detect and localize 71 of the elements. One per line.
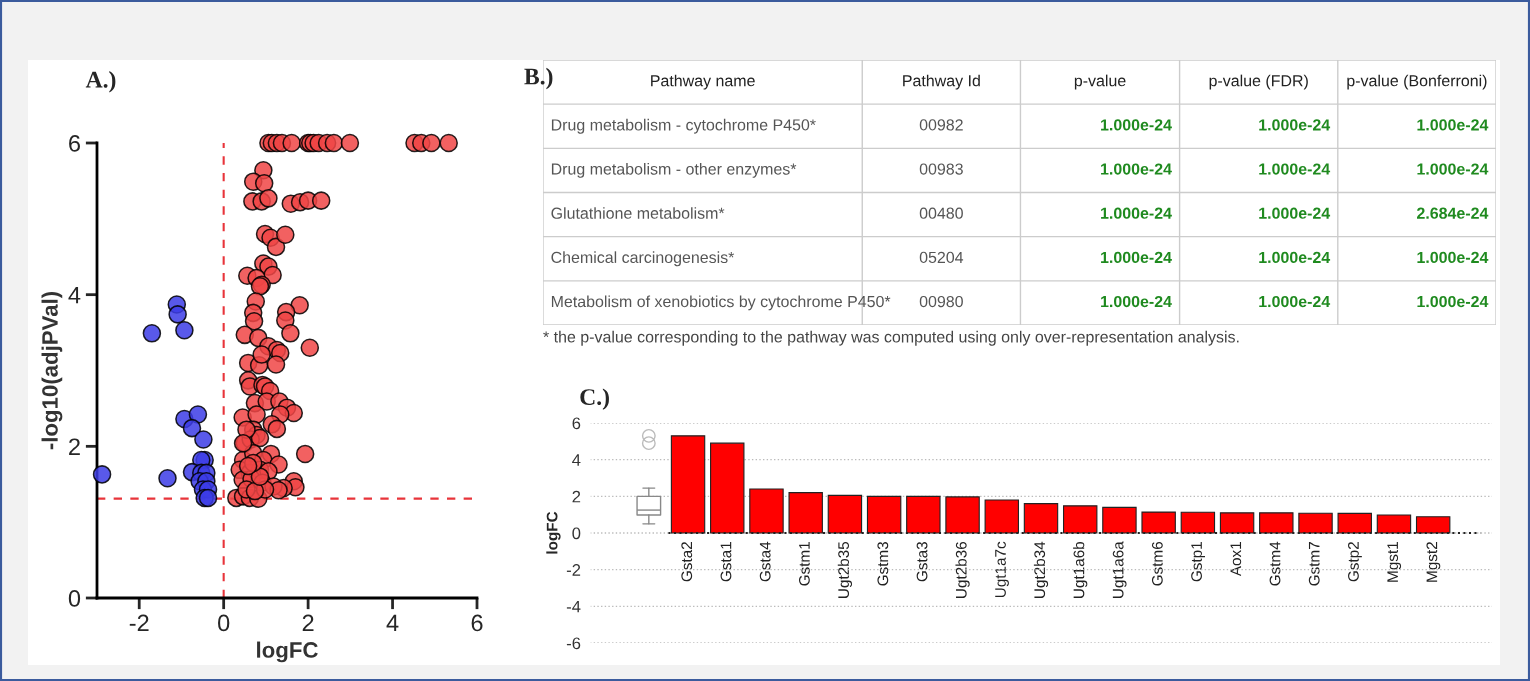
x-tick-label: Mgst1 bbox=[1387, 542, 1402, 582]
x-tick-label: Mgst2 bbox=[1426, 542, 1441, 582]
text: 00480 bbox=[919, 207, 963, 219]
y-tick-label: 0 bbox=[572, 527, 581, 540]
category-label: p-value bbox=[1074, 74, 1126, 90]
x-tick-label: Gstp1 bbox=[1191, 542, 1205, 582]
y-tick-label: 4 bbox=[572, 454, 581, 466]
category-label: p-value (FDR) bbox=[1209, 74, 1308, 90]
chart-title: A.) bbox=[85, 71, 116, 93]
x-tick-label: 4 bbox=[386, 614, 399, 632]
x-tick-label: Ugt2b34 bbox=[1033, 541, 1049, 598]
text: 1.000e-24 bbox=[1259, 163, 1331, 175]
category-label: Pathway Id bbox=[903, 74, 980, 90]
text: 1.000e-24 bbox=[1101, 295, 1172, 308]
x-axis-title: logFC bbox=[257, 641, 318, 663]
x-tick-label: Gsta3 bbox=[916, 542, 928, 582]
chart-title: C.) bbox=[580, 388, 609, 410]
text: Metabolism of xenobiotics by cytochrome P450* bbox=[551, 295, 891, 311]
text: B.) bbox=[524, 67, 553, 90]
text: 1.000e-24 bbox=[1259, 119, 1331, 131]
x-tick-label: Gstm1 bbox=[798, 542, 810, 586]
x-tick-label: Ugt2b35 bbox=[837, 541, 853, 598]
y-tick-label: -6 bbox=[566, 637, 581, 650]
y-tick-label: 2 bbox=[572, 490, 581, 503]
text: 1.000e-24 bbox=[1101, 251, 1172, 264]
text: 2.684e-24 bbox=[1417, 207, 1489, 219]
text: 05204 bbox=[919, 251, 964, 264]
y-axis-title: -log10(adjPVal) bbox=[41, 291, 63, 450]
text: 00980 bbox=[919, 295, 963, 308]
y-axis-title: logFC bbox=[546, 511, 561, 554]
x-tick-label: Gstm4 bbox=[1269, 541, 1281, 586]
text: 1.000e-24 bbox=[1101, 163, 1172, 175]
text: Drug metabolism - other enzymes* bbox=[551, 162, 797, 178]
category-label: Pathway name bbox=[651, 74, 755, 90]
x-tick-label: Gstm3 bbox=[877, 542, 889, 586]
text: 1.000e-24 bbox=[1259, 295, 1331, 308]
x-tick-label: Ugt1a7c bbox=[995, 541, 1009, 598]
x-tick-label: Ugt1a6b bbox=[1073, 541, 1088, 598]
text: 1.000e-24 bbox=[1259, 207, 1331, 219]
text: 1.000e-24 bbox=[1101, 207, 1172, 219]
y-tick-label: 6 bbox=[572, 417, 581, 430]
x-tick-label: Gstp2 bbox=[1348, 542, 1362, 582]
y-tick-label: 2 bbox=[69, 438, 80, 455]
text: 1.000e-24 bbox=[1101, 119, 1172, 131]
x-tick-label: 2 bbox=[302, 614, 314, 632]
text: Glutathione metabolism* bbox=[551, 207, 725, 219]
text: * the p-value corresponding to the pathway was computed using only over-representation analysis. bbox=[543, 330, 1239, 346]
text: Drug metabolism - cytochrome P450* bbox=[551, 118, 816, 134]
text: 1.000e-24 bbox=[1417, 295, 1489, 308]
y-tick-label: -4 bbox=[566, 600, 581, 613]
x-tick-label: Ugt2b36 bbox=[955, 542, 970, 598]
text: 1.000e-24 bbox=[1259, 251, 1331, 264]
text: 1.000e-24 bbox=[1417, 163, 1489, 175]
x-tick-label: Ugt1a6a bbox=[1112, 541, 1127, 598]
x-tick-label: Gstm7 bbox=[1308, 542, 1320, 586]
x-tick-label: 6 bbox=[471, 614, 483, 632]
x-tick-label: Gsta2 bbox=[681, 542, 693, 582]
x-tick-label: -2 bbox=[129, 614, 149, 632]
text: 00983 bbox=[919, 163, 963, 175]
y-tick-label: 6 bbox=[69, 135, 80, 152]
y-tick-label: 4 bbox=[68, 286, 81, 304]
text: Chemical carcinogenesis* bbox=[551, 251, 735, 267]
text: 1.000e-24 bbox=[1417, 119, 1489, 131]
x-tick-label: 0 bbox=[218, 614, 230, 632]
x-tick-label: Gstm6 bbox=[1151, 542, 1163, 586]
x-tick-label: Gsta1 bbox=[720, 542, 732, 582]
x-tick-label: Gsta4 bbox=[759, 541, 771, 582]
text: 00982 bbox=[919, 119, 963, 131]
category-label: p-value (Bonferroni) bbox=[1347, 74, 1487, 90]
text: 1.000e-24 bbox=[1417, 251, 1489, 264]
x-tick-label: Aox1 bbox=[1230, 542, 1242, 577]
